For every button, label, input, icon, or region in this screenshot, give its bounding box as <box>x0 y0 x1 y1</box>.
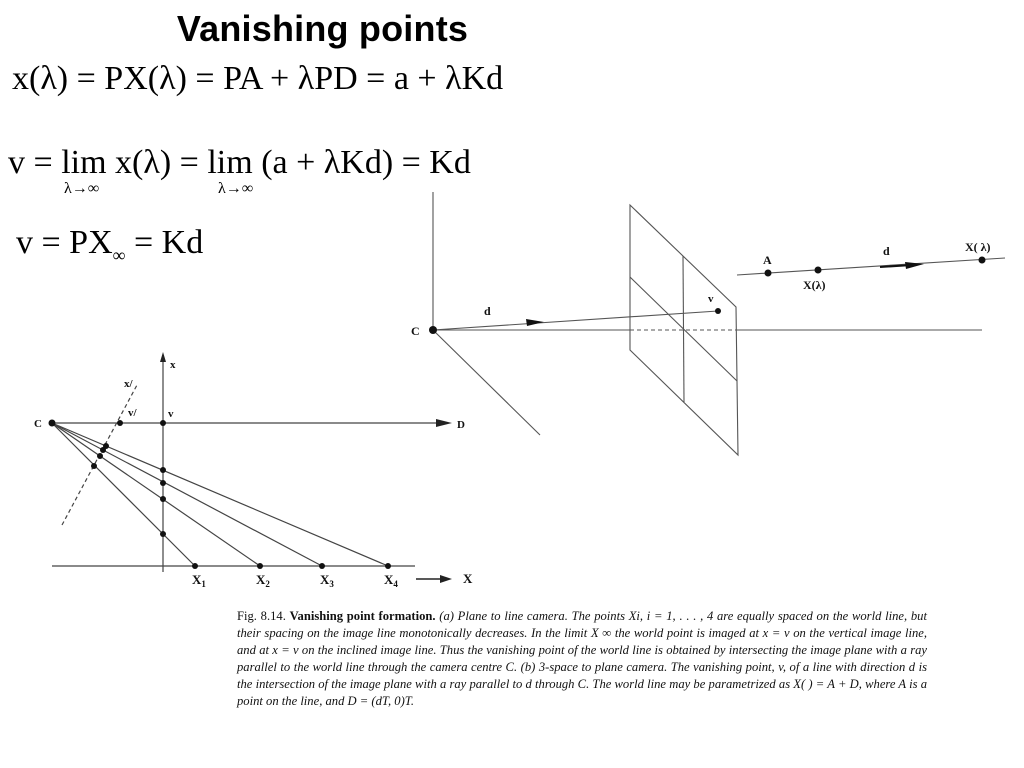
caption-fig-number: Fig. 8.14. <box>237 609 286 623</box>
equation-limit-tail: (a + λKd) = Kd <box>261 144 471 181</box>
label-x4-sub: 4 <box>393 579 398 589</box>
equation-limit: v = lim x(λ) = lim (a + λKd) = Kd <box>8 146 471 180</box>
label-x3-sub: 3 <box>329 579 334 589</box>
page-title: Vanishing points <box>176 8 469 49</box>
ray-d-arrow <box>526 319 544 326</box>
label-x-lambda-2: X( λ) <box>965 240 991 254</box>
label-x2-sub: 2 <box>265 579 270 589</box>
x-world-arrow <box>440 575 452 583</box>
svg-text:X2: X2 <box>256 572 270 589</box>
svg-text:X3: X3 <box>320 572 334 589</box>
line-d-arrow <box>905 262 924 269</box>
lim-subscript-2: λ→∞ <box>218 180 254 197</box>
lim-operator-1: lim <box>61 144 107 181</box>
equation-vanishing-point: v = PX∞ = Kd <box>16 226 203 264</box>
label-x4: X <box>384 572 394 587</box>
equation-vp-subscript: ∞ <box>112 244 126 265</box>
label-v-a: v <box>168 408 174 420</box>
figure-caption: Fig. 8.14. Vanishing point formation. (a… <box>237 608 927 710</box>
lim-subscript-1: λ→∞ <box>64 180 100 197</box>
image-plane <box>629 203 739 457</box>
label-x1-sub: 1 <box>201 579 206 589</box>
x-axis-arrow <box>160 352 166 362</box>
equation-limit-middle: x(λ) = <box>115 144 199 181</box>
label-d-line: d <box>883 244 890 258</box>
label-x3: X <box>320 572 330 587</box>
label-x-axis: x <box>170 359 176 371</box>
equation-limit-prefix: v = <box>8 144 53 181</box>
label-c-b: C <box>411 324 420 338</box>
label-d-big: D <box>457 419 465 431</box>
caption-bold-title: Vanishing point formation. <box>289 609 436 623</box>
equation-vp-tail: = Kd <box>125 224 204 261</box>
equation-projection: x(λ) = PX(λ) = PA + λPD = a + λKd <box>12 60 504 97</box>
label-v-b: v <box>708 293 714 305</box>
label-c-a: C <box>34 418 42 430</box>
label-d-ray: d <box>484 304 491 318</box>
svg-text:X1: X1 <box>192 572 206 589</box>
equation-vp-main: v = PX <box>16 224 113 261</box>
label-x2: X <box>256 572 266 587</box>
label-x1: X <box>192 572 202 587</box>
caption-text: (a) Plane to line camera. The points Xi,… <box>237 609 927 708</box>
lim-operator-2: lim <box>207 144 253 181</box>
label-a: A <box>763 253 772 267</box>
d-arrow <box>436 419 452 427</box>
label-x-world: X <box>463 571 473 586</box>
label-x-lambda: X(λ) <box>803 278 826 292</box>
svg-text:X4: X4 <box>384 572 398 589</box>
label-x-prime: x/ <box>124 378 134 390</box>
label-v-prime: v/ <box>128 407 138 419</box>
